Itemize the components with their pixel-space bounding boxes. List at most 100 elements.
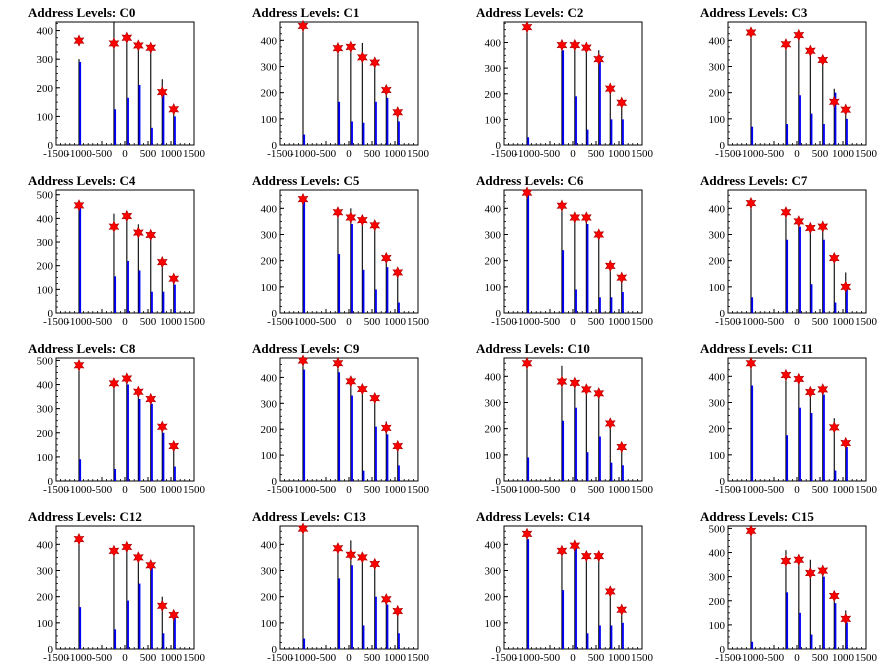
y-tick-label: 500	[37, 190, 54, 202]
y-tick-label: 400	[37, 380, 54, 392]
chart-title: Address Levels: C14	[476, 509, 590, 524]
chart-panel-10: 0 100 200 300 400 -1500 -1000 -500 0 500 1000 1500 A…	[448, 336, 672, 504]
star-marker	[345, 211, 357, 224]
x-tick-label: -500	[764, 316, 785, 328]
y-tick-label: 100	[485, 114, 502, 126]
x-tick-label: -1000	[514, 316, 540, 328]
x-tick-label: 1500	[631, 148, 654, 160]
chart-svg: 0 100 200 300 400 -1500-1000 -500 0 500 1000 1500	[709, 189, 878, 328]
chart-svg: 0 100 200 300 400 -1500-1000 -500 0 500 1000 1500	[261, 354, 430, 496]
chart-panel-14: 0 100 200 300 400 -1500 -1000 -500 0 500 1000 1500 A…	[448, 504, 672, 672]
star-marker	[569, 38, 581, 52]
y-tick-label: 200	[261, 592, 278, 604]
star-marker	[580, 41, 592, 54]
star-marker	[840, 280, 852, 294]
chart-svg: 0 100 200 300 400 -1500-1000 -500 0 500 1000 1500	[709, 21, 878, 160]
star-marker	[616, 271, 628, 284]
chart-title: Address Levels: C2	[476, 5, 584, 20]
y-tick-label: 100	[709, 620, 726, 632]
y-tick-label: 0	[496, 308, 502, 320]
x-tick-label: 1500	[407, 652, 430, 664]
chart-panel-12: 0 100 200 300 400 -1500 -1000 -500 0 500 1000 1500 A…	[0, 504, 224, 672]
star-marker	[793, 28, 805, 42]
x-tick-label: -1500	[267, 484, 293, 496]
x-tick-label: 1500	[855, 484, 878, 496]
y-tick-label: 200	[709, 88, 726, 100]
x-tick-label: 1000	[160, 316, 183, 328]
star-marker	[521, 20, 533, 34]
star-marker	[780, 368, 792, 382]
y-tick-label: 300	[37, 237, 54, 249]
x-tick-label: 1500	[183, 148, 206, 160]
star-marker	[793, 553, 805, 566]
x-tick-label: -500	[92, 316, 113, 328]
y-tick-label: 0	[720, 476, 726, 488]
x-tick-label: 500	[140, 652, 157, 664]
chart-panel-3: 0 100 200 300 400 -1500 -1000 -500 0 500 1000 1500 A…	[672, 0, 896, 168]
x-tick-label: 500	[364, 652, 381, 664]
x-tick-label: 500	[812, 652, 829, 664]
x-tick-label: -1500	[491, 652, 517, 664]
y-tick-label: 100	[485, 618, 502, 630]
y-tick-label: 200	[37, 428, 54, 440]
y-tick-label: 400	[709, 548, 726, 560]
chart-svg: 0 100 200 300 400 -1500-1000 -500 0 500 1000 1500	[485, 186, 654, 328]
star-marker	[828, 95, 840, 109]
star-marker	[580, 549, 592, 563]
star-marker	[616, 96, 628, 109]
x-tick-label: -500	[764, 652, 785, 664]
star-marker	[556, 38, 568, 52]
x-tick-label: 1000	[832, 484, 855, 496]
chart-svg: 0 100 200 300 400 -1500-1000 -500 0 500 1000 1500	[261, 19, 430, 160]
x-tick-label: 0	[346, 148, 352, 160]
y-tick-label: 200	[37, 83, 54, 95]
chart-panel-11: 0 100 200 300 400 -1500 -1000 -500 0 500 1000 1500 A…	[672, 336, 896, 504]
y-tick-label: 400	[261, 203, 278, 215]
star-marker	[380, 421, 392, 435]
y-tick-label: 200	[37, 261, 54, 273]
star-marker	[73, 532, 85, 546]
y-tick-label: 100	[261, 114, 278, 126]
star-marker	[817, 53, 829, 67]
x-tick-label: -500	[540, 148, 561, 160]
star-marker	[156, 85, 168, 99]
star-marker	[569, 539, 581, 552]
x-tick-label: 1000	[384, 316, 407, 328]
y-tick-label: 500	[37, 355, 54, 367]
x-tick-label: -1500	[491, 484, 517, 496]
y-tick-label: 300	[261, 61, 278, 73]
x-tick-label: 0	[346, 316, 352, 328]
x-tick-label: 1000	[608, 484, 631, 496]
star-marker	[793, 372, 805, 386]
x-tick-label: 500	[812, 148, 829, 160]
star-marker	[132, 39, 144, 52]
x-tick-label: 0	[794, 316, 800, 328]
star-marker	[604, 259, 616, 273]
star-marker	[121, 209, 133, 223]
x-tick-label: 0	[122, 148, 128, 160]
y-tick-label: 200	[485, 256, 502, 268]
chart-panel-5: 0 100 200 300 400 -1500 -1000 -500 0 500 1000 1500 A…	[224, 168, 448, 336]
star-marker	[121, 31, 133, 44]
x-tick-label: 500	[364, 484, 381, 496]
y-tick-label: 100	[261, 450, 278, 462]
star-marker	[132, 226, 144, 239]
y-tick-label: 400	[485, 371, 502, 383]
star-marker	[332, 41, 344, 55]
x-tick-label: 0	[122, 484, 128, 496]
y-tick-label: 300	[709, 229, 726, 241]
x-tick-label: -1500	[43, 484, 69, 496]
star-marker	[580, 383, 592, 396]
y-tick-label: 200	[485, 592, 502, 604]
star-marker	[745, 26, 757, 39]
star-marker	[168, 439, 180, 453]
star-marker	[332, 206, 344, 219]
star-marker	[569, 211, 581, 224]
chart-title: Address Levels: C3	[700, 5, 808, 20]
chart-svg: 0 100 200 300 400 -1500-1000 -500 0 500 1000 1500	[37, 525, 206, 664]
star-marker	[108, 220, 120, 233]
